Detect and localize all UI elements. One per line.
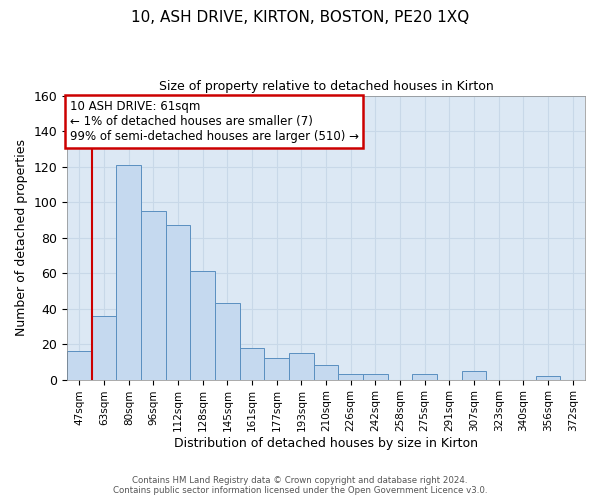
- X-axis label: Distribution of detached houses by size in Kirton: Distribution of detached houses by size …: [174, 437, 478, 450]
- Bar: [141, 211, 166, 380]
- Title: Size of property relative to detached houses in Kirton: Size of property relative to detached ho…: [159, 80, 493, 93]
- Bar: [240, 348, 265, 380]
- Bar: [412, 374, 437, 380]
- Bar: [166, 225, 190, 380]
- Text: 10, ASH DRIVE, KIRTON, BOSTON, PE20 1XQ: 10, ASH DRIVE, KIRTON, BOSTON, PE20 1XQ: [131, 10, 469, 25]
- Bar: [462, 370, 487, 380]
- Text: Contains HM Land Registry data © Crown copyright and database right 2024.
Contai: Contains HM Land Registry data © Crown c…: [113, 476, 487, 495]
- Bar: [92, 316, 116, 380]
- Bar: [215, 304, 240, 380]
- Bar: [536, 376, 560, 380]
- Bar: [289, 353, 314, 380]
- Bar: [190, 272, 215, 380]
- Bar: [265, 358, 289, 380]
- Bar: [338, 374, 363, 380]
- Bar: [67, 351, 92, 380]
- Text: 10 ASH DRIVE: 61sqm
← 1% of detached houses are smaller (7)
99% of semi-detached: 10 ASH DRIVE: 61sqm ← 1% of detached hou…: [70, 100, 359, 143]
- Y-axis label: Number of detached properties: Number of detached properties: [15, 139, 28, 336]
- Bar: [363, 374, 388, 380]
- Bar: [116, 165, 141, 380]
- Bar: [314, 366, 338, 380]
